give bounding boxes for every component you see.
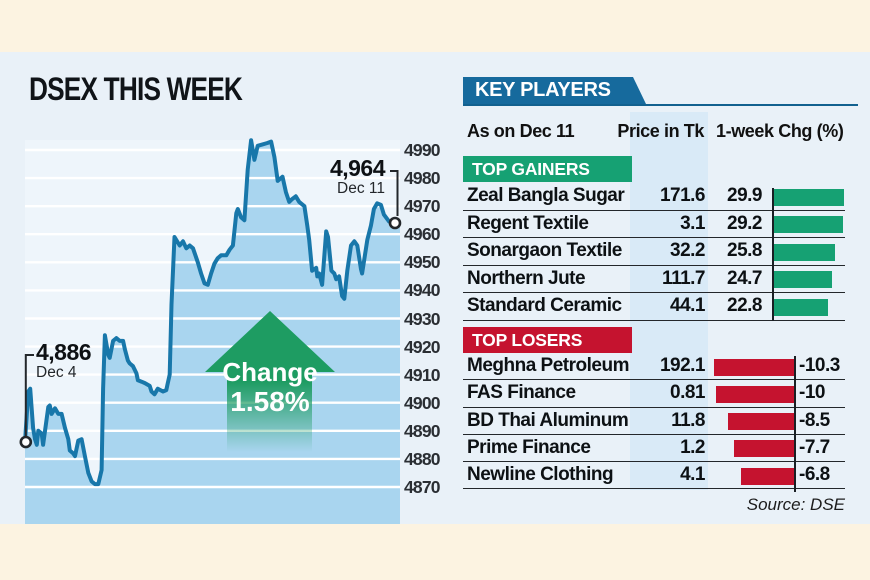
change-value: -10.3	[799, 355, 840, 376]
price-value: 32.2	[670, 240, 705, 261]
table-row: Prime Finance 1.2 -7.7	[463, 435, 845, 463]
start-marker	[19, 435, 33, 449]
change-value: -7.7	[799, 436, 830, 458]
loser-bar	[713, 358, 794, 376]
company-name: Newline Clothing	[467, 464, 614, 486]
loser-bar	[727, 413, 794, 431]
price-value: 44.1	[670, 295, 705, 316]
company-name: FAS Finance	[467, 382, 576, 404]
company-name: Standard Ceramic	[467, 295, 622, 316]
start-annotation: 4,886 Dec 4	[36, 339, 92, 383]
table-row: Regent Textile 3.1 29.2	[463, 211, 845, 238]
y-axis-label: 4910	[404, 364, 441, 385]
price-value: 11.8	[671, 409, 705, 431]
y-axis-label: 4970	[404, 196, 441, 217]
price-value: 4.1	[680, 464, 705, 486]
end-marker	[388, 216, 402, 230]
company-name: Sonargaon Textile	[467, 240, 622, 261]
top-losers-banner: TOP LOSERS	[463, 327, 632, 353]
losers-table: Meghna Petroleum 192.1 -10.3 FAS Finance…	[463, 353, 845, 492]
change-value: -8.5	[799, 409, 830, 431]
price-value: 3.1	[680, 212, 705, 234]
y-axis-label: 4980	[404, 168, 441, 189]
price-column-stripe	[630, 112, 708, 490]
header-week-chg: 1-week Chg (%)	[716, 121, 844, 141]
key-players-banner: KEY PLAYERS	[463, 77, 646, 104]
y-axis-label: 4960	[404, 224, 441, 245]
gainer-bar	[773, 271, 833, 288]
table-row: FAS Finance 0.81 -10	[463, 380, 845, 408]
y-axis-label: 4920	[404, 336, 441, 357]
company-name: Zeal Bangla Sugar	[467, 185, 625, 206]
table-row: Standard Ceramic 44.1 22.8	[463, 293, 845, 321]
y-axis-label: 4950	[404, 252, 441, 273]
table-row: Northern Jute 111.7 24.7	[463, 266, 845, 293]
end-annotation: 4,964 Dec 11	[288, 155, 386, 199]
losers-axis-line	[794, 356, 796, 492]
end-bracket	[390, 170, 399, 216]
change-value: 22.8	[727, 295, 762, 316]
header-price: Price in Tk	[617, 121, 704, 141]
gainer-bar	[773, 216, 843, 233]
y-axis-label: 4940	[404, 280, 441, 301]
chart-line	[23, 138, 397, 487]
key-players-underline	[463, 103, 858, 106]
end-value: 4,964	[329, 155, 386, 181]
company-name: Regent Textile	[467, 212, 589, 234]
price-value: 111.7	[662, 267, 705, 289]
gainer-bar	[773, 243, 835, 261]
change-value: -6.8	[799, 464, 830, 486]
y-axis-label: 4880	[404, 448, 441, 469]
top-cream-strip	[0, 0, 870, 52]
change-arrow	[205, 311, 335, 456]
top-gainers-banner: TOP GAINERS	[463, 156, 632, 182]
price-value: 192.1	[659, 355, 706, 376]
price-value: 0.81	[670, 382, 705, 404]
gainers-axis-line	[772, 188, 774, 321]
gainer-bar	[773, 188, 845, 206]
company-name: Prime Finance	[467, 436, 591, 458]
gainer-bar	[773, 298, 828, 316]
y-axis-label: 4900	[404, 392, 441, 413]
change-arrow-label: Change	[222, 357, 317, 387]
y-axis-label: 4990	[404, 140, 441, 160]
bottom-cream-strip	[0, 524, 870, 580]
table-row: BD Thai Aluminum 11.8 -8.5	[463, 408, 845, 435]
company-name: Northern Jute	[467, 267, 586, 289]
loser-bar	[733, 440, 794, 458]
price-value: 1.2	[680, 436, 705, 458]
table-row: Newline Clothing 4.1 -6.8	[463, 462, 845, 490]
loser-bar	[716, 385, 794, 403]
change-value: -10	[799, 382, 825, 404]
end-date: Dec 11	[337, 180, 385, 198]
loser-bar	[741, 467, 794, 485]
source-credit: Source: DSE	[746, 495, 845, 514]
header-as-on: As on Dec 11	[467, 121, 575, 141]
change-value: 29.2	[727, 212, 762, 234]
page-title: DSEX THIS WEEK	[29, 71, 243, 107]
start-bracket	[24, 354, 34, 436]
change-value: 25.8	[727, 240, 762, 261]
table-row: Meghna Petroleum 192.1 -10.3	[463, 353, 845, 381]
y-axis-label: 4890	[404, 420, 441, 441]
price-value: 171.6	[659, 185, 706, 206]
start-date: Dec 4	[36, 364, 77, 382]
change-value: 29.9	[727, 185, 762, 206]
table-row: Sonargaon Textile 32.2 25.8	[463, 238, 845, 266]
company-name: Meghna Petroleum	[467, 355, 629, 376]
gainers-table: Zeal Bangla Sugar 171.6 29.9 Regent Text…	[463, 183, 845, 321]
table-row: Zeal Bangla Sugar 171.6 29.9	[463, 183, 845, 211]
start-value: 4,886	[36, 339, 92, 365]
y-axis-label: 4870	[404, 477, 441, 497]
change-arrow-percent: 1.58%	[230, 386, 309, 417]
y-axis-label: 4930	[404, 308, 441, 329]
company-name: BD Thai Aluminum	[467, 409, 629, 431]
change-value: 24.7	[727, 267, 762, 289]
